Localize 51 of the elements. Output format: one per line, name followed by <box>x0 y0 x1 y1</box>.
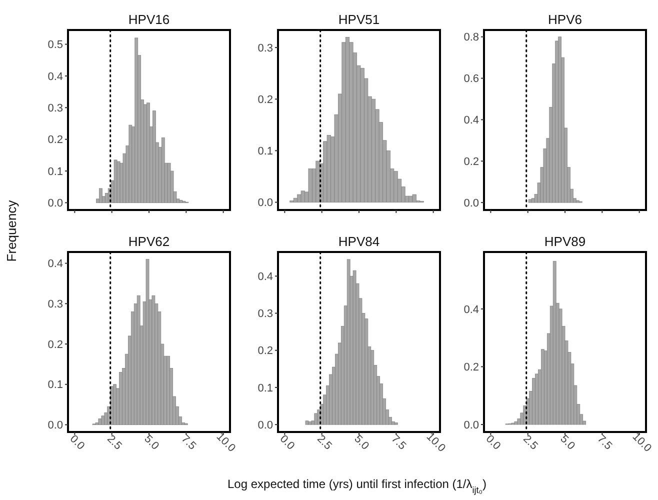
y-tick-label: 0.5 <box>48 39 63 52</box>
x-tick-label: 2.5 <box>520 432 540 452</box>
y-tick-label: 0.0 <box>48 420 63 432</box>
y-tick-label: 0.3 <box>258 308 273 320</box>
x-tick-label: 10.0 <box>424 430 448 454</box>
x-tick-label: 0.0 <box>483 432 503 452</box>
x-axis-title: Log expected time (yrs) until first infection (1/λ$_{ijt₀}$) <box>227 477 487 495</box>
y-tick-label: 0.8 <box>464 32 479 44</box>
y-tick-label: 0.1 <box>48 379 63 392</box>
y-tick-label: 0.1 <box>48 166 63 178</box>
y-tick-label: 0.6 <box>464 73 479 86</box>
x-tick-label: 2.5 <box>104 432 124 452</box>
chart-title: HPV51 <box>338 12 380 27</box>
chart-title: HPV16 <box>128 12 170 27</box>
y-tick-label: 0.0 <box>48 198 63 210</box>
y-tick-label: 0.4 <box>464 304 479 316</box>
x-tick-label: 10.0 <box>214 430 238 454</box>
y-tick-label: 0.2 <box>258 345 273 358</box>
y-tick-label: 0.3 <box>48 102 63 114</box>
x-tick-label: 7.5 <box>594 432 614 452</box>
y-tick-label: 0.4 <box>464 114 479 127</box>
y-tick-label: 0.0 <box>464 197 479 210</box>
y-tick-label: 0.2 <box>464 362 479 374</box>
x-tick-label: 5.0 <box>352 432 372 452</box>
x-tick-label: 5.0 <box>558 432 578 452</box>
y-tick-label: 0.4 <box>48 258 63 270</box>
y-tick-label: 0.4 <box>48 70 63 83</box>
x-tick-label: 7.5 <box>178 432 198 452</box>
x-tick-label: 0.0 <box>67 432 87 452</box>
chart-title: HPV84 <box>338 234 380 249</box>
y-tick-label: 0.2 <box>48 338 63 351</box>
chart-title: HPV6 <box>548 12 582 27</box>
y-tick-label: 0.1 <box>258 146 273 158</box>
chart-title: HPV89 <box>544 234 586 249</box>
y-tick-label: 0.3 <box>48 298 63 311</box>
y-tick-label: 0.4 <box>258 270 273 283</box>
chart-title: HPV62 <box>128 234 170 249</box>
x-tick-label: 7.5 <box>388 432 408 452</box>
y-tick-label: 0.3 <box>258 42 273 54</box>
y-axis-title: Frequency <box>4 200 19 262</box>
y-tick-label: 0.0 <box>464 419 479 432</box>
y-tick-label: 0.2 <box>464 156 479 168</box>
y-tick-label: 0.0 <box>258 419 273 432</box>
x-tick-label: 0.0 <box>277 432 297 452</box>
x-tick-label: 10.0 <box>630 430 654 454</box>
y-tick-label: 0.1 <box>258 382 273 394</box>
y-tick-label: 0.2 <box>48 134 63 146</box>
x-tick-label: 5.0 <box>142 432 162 452</box>
y-tick-label: 0.2 <box>258 94 273 106</box>
x-tick-label: 2.5 <box>314 432 334 452</box>
y-tick-label: 0.0 <box>258 197 273 210</box>
